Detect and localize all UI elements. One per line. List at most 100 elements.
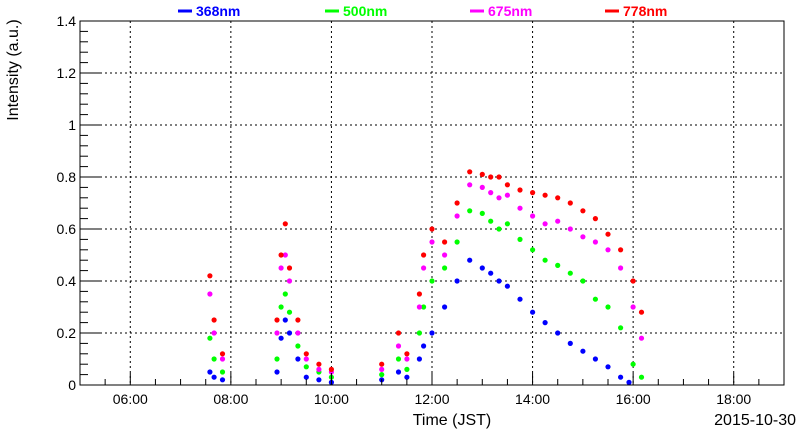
tick-labels: 06:00 08:00 10:00 12:00 14:00 16:00 18:00 0 0.2 0… <box>57 13 752 407</box>
data-point <box>303 364 309 370</box>
data-point <box>278 265 284 271</box>
y-tick-label: 0.8 <box>57 169 77 185</box>
legend-label: 500nm <box>343 3 387 19</box>
data-point <box>282 252 288 258</box>
data-point <box>404 374 410 380</box>
data-point <box>416 304 422 310</box>
data-point <box>580 208 586 214</box>
data-point <box>592 216 599 222</box>
data-point <box>555 330 561 336</box>
series-368nm <box>207 257 632 385</box>
data-point <box>479 171 485 177</box>
x-tick-label: 08:00 <box>213 391 248 407</box>
data-point <box>530 190 536 196</box>
data-point <box>379 361 385 367</box>
data-point <box>605 231 611 237</box>
date-label: 2015-10-30 <box>714 412 796 429</box>
data-point <box>488 190 494 196</box>
data-point <box>295 330 301 336</box>
data-point <box>504 283 510 289</box>
data-point <box>278 335 284 341</box>
data-point <box>592 239 599 245</box>
y-tick-label: 1.2 <box>57 65 77 81</box>
data-point <box>286 278 293 284</box>
data-point <box>454 278 460 284</box>
data-point <box>442 239 448 245</box>
data-point <box>488 270 494 276</box>
data-point <box>416 330 422 336</box>
y-tick-label: 1 <box>68 117 76 133</box>
data-point <box>592 356 599 362</box>
data-point <box>219 356 226 362</box>
data-point <box>442 252 448 258</box>
data-point <box>530 247 536 253</box>
data-point <box>404 366 410 372</box>
data-point <box>638 335 645 341</box>
data-point <box>207 273 213 279</box>
data-point <box>542 257 548 263</box>
data-point <box>442 265 448 271</box>
y-tick-label: 0 <box>68 377 76 393</box>
data-point <box>618 325 624 331</box>
data-point <box>454 200 460 206</box>
data-point <box>379 366 385 372</box>
data-point <box>303 351 309 357</box>
data-point <box>555 262 561 268</box>
data-point <box>530 213 536 219</box>
data-point <box>316 361 322 367</box>
data-point <box>517 236 523 242</box>
data-point <box>274 317 280 323</box>
data-point <box>421 252 427 258</box>
data-point <box>211 317 217 323</box>
data-point <box>555 218 561 224</box>
data-point <box>303 356 309 362</box>
data-point <box>567 226 573 232</box>
data-point <box>404 356 410 362</box>
x-tick-label: 16:00 <box>616 391 651 407</box>
data-point <box>286 309 293 315</box>
data-point <box>567 200 573 206</box>
axis-ticks <box>79 20 785 386</box>
legend-label: 675nm <box>488 3 532 19</box>
legend: 368nm 500nm 675nm 778nm <box>178 3 667 19</box>
data-point <box>286 330 293 336</box>
data-point <box>316 366 322 372</box>
data-point <box>421 343 427 349</box>
data-point <box>479 210 485 216</box>
data-point <box>592 296 599 302</box>
data-point <box>295 317 301 323</box>
data-point <box>504 182 510 188</box>
data-point <box>379 372 385 378</box>
data-point <box>421 265 427 271</box>
data-point <box>542 192 548 198</box>
series-778nm <box>207 169 645 372</box>
data-point <box>580 278 586 284</box>
data-point <box>429 226 435 232</box>
y-tick-label: 1.4 <box>57 13 77 29</box>
x-tick-label: 06:00 <box>113 391 148 407</box>
data-point <box>630 304 636 310</box>
data-point <box>395 343 402 349</box>
data-point <box>517 296 523 302</box>
data-points <box>207 169 645 385</box>
data-point <box>416 291 422 297</box>
data-point <box>517 205 523 211</box>
data-point <box>638 309 645 315</box>
data-point <box>219 369 226 375</box>
data-point <box>316 377 322 383</box>
x-tick-label: 10:00 <box>314 391 349 407</box>
data-point <box>555 195 561 201</box>
data-point <box>282 317 288 323</box>
data-point <box>630 278 636 284</box>
data-point <box>278 304 284 310</box>
data-point <box>219 351 226 357</box>
data-point <box>567 340 573 346</box>
data-point <box>638 374 645 380</box>
data-point <box>618 247 624 253</box>
data-point <box>303 374 309 380</box>
data-point <box>421 304 427 310</box>
data-point <box>328 366 334 372</box>
data-point <box>580 348 586 354</box>
data-point <box>274 330 280 336</box>
data-point <box>580 234 586 240</box>
